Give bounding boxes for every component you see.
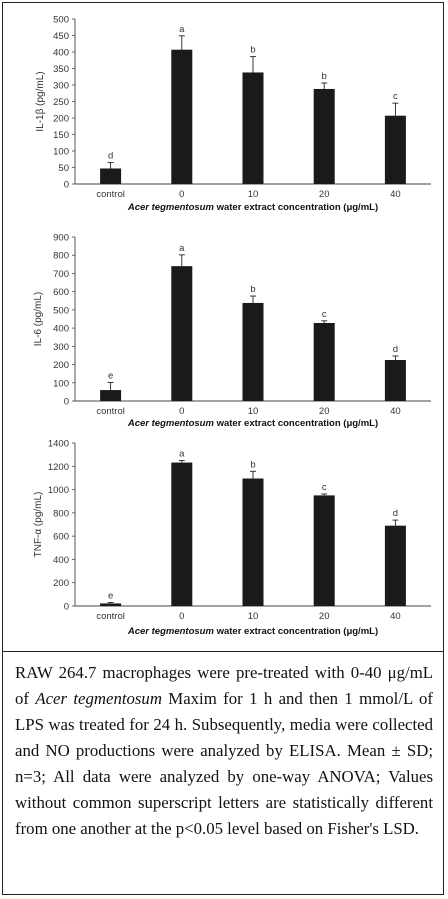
y-tick-label: 400	[53, 48, 69, 59]
x-axis-label: Acer tegmentosum water extract concentra…	[127, 626, 378, 637]
bar	[313, 495, 335, 606]
bar	[100, 603, 122, 606]
significance-letter: b	[250, 459, 255, 470]
significance-letter: b	[250, 45, 255, 56]
bar	[313, 323, 335, 401]
x-tick-label: 0	[179, 406, 184, 417]
bar	[171, 266, 193, 401]
x-tick-label: 20	[319, 406, 330, 417]
x-axis-label-species: Acer tegmentosum	[127, 418, 215, 429]
y-tick-label: 600	[53, 287, 69, 298]
significance-letter: d	[393, 344, 398, 355]
bar	[171, 49, 193, 184]
x-tick-label: 0	[179, 611, 184, 622]
y-tick-label: 500	[53, 305, 69, 316]
y-tick-label: 350	[53, 64, 69, 75]
y-tick-label: 200	[53, 578, 69, 589]
y-tick-label: 0	[64, 602, 69, 613]
x-axis-label: Acer tegmentosum water extract concentra…	[127, 418, 378, 429]
caption-text-1: RAW 264.7 macrophages were pre-treated w…	[15, 663, 433, 708]
x-axis-label-rest: water extract concentration (μg/mL)	[214, 418, 378, 429]
y-tick-label: 300	[53, 342, 69, 353]
x-tick-label: 20	[319, 189, 330, 200]
x-tick-label: 10	[248, 189, 259, 200]
x-axis-label-species: Acer tegmentosum	[127, 202, 215, 213]
x-tick-label: 40	[390, 611, 401, 622]
x-tick-label: control	[96, 406, 125, 417]
y-tick-label: 800	[53, 508, 69, 519]
y-tick-label: 250	[53, 97, 69, 108]
bar	[242, 478, 264, 606]
y-axis-label: IL-1β (pg/mL)	[35, 71, 46, 131]
y-tick-label: 800	[53, 251, 69, 262]
significance-letter: c	[322, 482, 327, 493]
y-tick-label: 700	[53, 269, 69, 280]
y-tick-label: 400	[53, 324, 69, 335]
y-tick-label: 100	[53, 378, 69, 389]
x-tick-label: control	[96, 611, 125, 622]
y-tick-label: 0	[64, 397, 69, 408]
significance-letter: d	[393, 508, 398, 519]
significance-letter: b	[250, 284, 255, 295]
caption-box: RAW 264.7 macrophages were pre-treated w…	[3, 651, 443, 894]
significance-letter: a	[179, 24, 185, 35]
y-tick-label: 600	[53, 532, 69, 543]
x-tick-label: 40	[390, 406, 401, 417]
y-tick-label: 150	[53, 130, 69, 141]
bar	[100, 168, 122, 184]
bar	[242, 72, 264, 184]
y-tick-label: 450	[53, 31, 69, 42]
x-tick-label: 10	[248, 611, 259, 622]
significance-letter: d	[108, 151, 113, 162]
y-tick-label: 100	[53, 147, 69, 158]
significance-letter: e	[108, 370, 113, 381]
x-tick-label: 40	[390, 189, 401, 200]
bar	[384, 115, 406, 184]
bar	[384, 360, 406, 401]
y-tick-label: 500	[53, 15, 69, 26]
y-axis-label: IL-6 (pg/mL)	[33, 292, 44, 346]
y-tick-label: 50	[58, 163, 69, 174]
il1b-chart-panel: 0 50 100 150 200 250 300 350 400 450 500 IL-1β (pg/…	[3, 3, 443, 218]
x-tick-label: control	[96, 189, 125, 200]
significance-letter: c	[322, 309, 327, 320]
y-tick-label: 300	[53, 81, 69, 92]
y-tick-label: 900	[53, 233, 69, 244]
caption-species-name: Acer tegmentosum	[35, 689, 162, 708]
y-tick-label: 1200	[48, 462, 69, 473]
x-axis-label-species: Acer tegmentosum	[127, 626, 215, 637]
bar	[384, 525, 406, 606]
significance-letter: b	[322, 71, 327, 82]
y-tick-label: 1400	[48, 439, 69, 450]
significance-letter: e	[108, 591, 113, 602]
significance-letter: a	[179, 243, 185, 254]
y-tick-label: 400	[53, 555, 69, 566]
figure-caption: RAW 264.7 macrophages were pre-treated w…	[15, 660, 433, 842]
il6-chart-panel: 0 100 200 300 400 500 600 700 800 900 IL-6 (pg/mL)…	[3, 221, 443, 431]
bar	[242, 302, 264, 401]
tnfa-chart-panel: 0 200 400 600 800 1000 1200 1400 TNF-α (pg/mL) e c…	[3, 431, 443, 649]
x-tick-label: 10	[248, 406, 259, 417]
caption-text-2: Maxim for 1 h and then 1 mmol/L of LPS w…	[15, 689, 433, 838]
x-axis-label: Acer tegmentosum water extract concentra…	[127, 202, 378, 213]
bar	[100, 390, 122, 401]
y-tick-label: 0	[64, 180, 69, 191]
y-tick-label: 200	[53, 114, 69, 125]
bar	[171, 462, 193, 606]
x-axis-label-rest: water extract concentration (μg/mL)	[214, 626, 378, 637]
significance-letter: a	[179, 448, 185, 459]
y-axis-label: TNF-α (pg/mL)	[33, 492, 44, 558]
bar	[313, 88, 335, 184]
y-tick-label: 1000	[48, 485, 69, 496]
significance-letter: c	[393, 91, 398, 102]
x-tick-label: 0	[179, 189, 184, 200]
x-tick-label: 20	[319, 611, 330, 622]
x-axis-label-rest: water extract concentration (μg/mL)	[214, 202, 378, 213]
y-tick-label: 200	[53, 360, 69, 371]
